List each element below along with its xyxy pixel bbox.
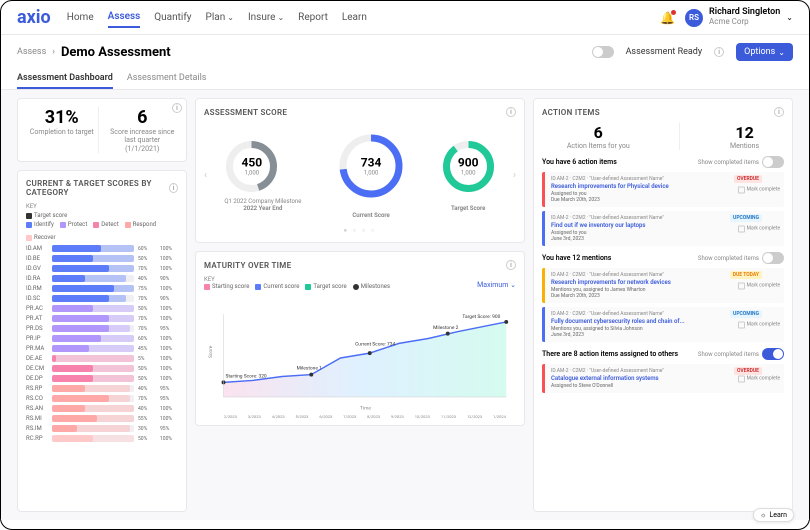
nav-report[interactable]: Report — [298, 7, 328, 28]
bar-row: PR.MA45%100% — [26, 345, 178, 352]
action-item[interactable]: ID.AM-2 · C2M2 · "User-defined Assessmen… — [542, 307, 784, 342]
nav-learn[interactable]: Learn — [342, 7, 367, 28]
ready-toggle[interactable] — [592, 46, 614, 58]
svg-text:Current Score: 734: Current Score: 734 — [355, 341, 395, 347]
card-title: ACTION ITEMS — [542, 108, 600, 117]
user-menu[interactable]: RS Richard Singleton Acme Corp ⌄ — [685, 8, 793, 27]
donut-0: 4501,000 — [224, 139, 279, 194]
maturity-chart: Starting Score: 320 Milestone 1 Current … — [204, 298, 516, 418]
info-icon[interactable]: i — [506, 260, 516, 270]
nav-quantify[interactable]: Quantify — [154, 7, 191, 28]
user-company: Acme Corp — [709, 18, 780, 27]
kpi-completion-value: 31% — [26, 107, 98, 128]
bar-row: PR.IP60%100% — [26, 335, 178, 342]
bar-row: ID.AM60%100% — [26, 245, 178, 252]
info-icon[interactable]: i — [506, 107, 516, 117]
svg-text:Time: Time — [360, 406, 371, 412]
bar-row: ID.BE50%100% — [26, 255, 178, 262]
bar-row: RS.AN40%100% — [26, 405, 178, 412]
page-title: Demo Assessment — [61, 45, 171, 60]
action-items-card: ACTION ITEMS i 6Action Items for you 12M… — [533, 98, 793, 512]
notifications-icon[interactable]: 🔔 — [660, 11, 675, 25]
bar-row: DE.CM50%100% — [26, 365, 178, 372]
maximum-link[interactable]: Maximum ⌄ — [477, 281, 516, 289]
info-icon[interactable]: i — [774, 107, 784, 117]
bar-row: PR.AT70%100% — [26, 315, 178, 322]
bar-row: RS.IM30%95% — [26, 425, 178, 432]
svg-text:Milestone 2: Milestone 2 — [433, 325, 458, 331]
nav-plan[interactable]: Plan⌄ — [206, 7, 234, 28]
bar-row: ID.SC70%90% — [26, 295, 178, 302]
learn-fab[interactable]: ☼ Learn — [753, 508, 794, 522]
action-item[interactable]: ID.AM-2 · C2M2 · "User-defined Assessmen… — [542, 268, 784, 303]
svg-text:Starting Score: 320: Starting Score: 320 — [225, 374, 266, 380]
show-completed-toggle[interactable] — [762, 252, 784, 264]
category-scores-card: CURRENT & TARGET SCORES BY CATEGORY i KE… — [17, 170, 187, 512]
card-title: ASSESSMENT SCORE — [204, 108, 287, 117]
bar-row: RS.CO70%95% — [26, 395, 178, 402]
chevron-down-icon: ⌄ — [786, 13, 793, 22]
mark-complete[interactable]: Mark complete — [738, 282, 780, 289]
bar-row: RC.RP50%100% — [26, 435, 178, 442]
tab-0[interactable]: Assessment Dashboard — [17, 69, 113, 89]
main-nav: Home Assess Quantify Plan⌄ Insure⌄ Report Lear… — [67, 7, 367, 28]
nav-insure[interactable]: Insure⌄ — [248, 7, 284, 28]
mark-complete[interactable]: Mark complete — [738, 225, 780, 232]
bar-row: ID.RM75%100% — [26, 285, 178, 292]
mark-complete[interactable]: Mark complete — [738, 186, 780, 193]
action-item[interactable]: ID.AM-2 · C2M2 · "User-defined Assessmen… — [542, 211, 784, 246]
breadcrumb-parent[interactable]: Assess — [17, 47, 46, 57]
maturity-card: MATURITY OVER TIME i KEY Starting scoreC… — [195, 251, 525, 426]
tab-1[interactable]: Assessment Details — [127, 69, 207, 89]
info-icon[interactable]: i — [172, 103, 182, 113]
topbar: axio Home Assess Quantify Plan⌄ Insure⌄ Repor… — [1, 1, 809, 35]
info-icon[interactable]: i — [714, 47, 724, 57]
svg-text:Target Score: 900: Target Score: 900 — [462, 314, 500, 320]
donut-1: 7341,000 — [336, 131, 406, 201]
bar-row: PR.AC50%100% — [26, 305, 178, 312]
avatar: RS — [685, 9, 703, 27]
show-completed-toggle[interactable] — [762, 156, 784, 168]
breadcrumb-bar: Assess › Demo Assessment Assessment Read… — [1, 35, 809, 69]
next-arrow[interactable]: › — [513, 170, 516, 181]
assessment-score-card: ASSESSMENT SCORE i ‹ 4501,000Q1 2022 Com… — [195, 98, 525, 243]
svg-text:Milestone 1: Milestone 1 — [297, 366, 322, 372]
kpi-increase-label: Score increase since last quarter (1/1/2… — [107, 128, 179, 153]
kpi-completion-label: Completion to target — [26, 128, 98, 136]
donut-2: 9001,000 — [441, 139, 496, 194]
action-item[interactable]: ID.AM-2 · C2M2 · "User-defined Assessmen… — [542, 364, 784, 393]
nav-assess[interactable]: Assess — [108, 7, 141, 28]
mark-complete[interactable]: Mark complete — [738, 375, 780, 382]
bar-row: ID.RA40%90% — [26, 275, 178, 282]
bar-row: RS.MI55%100% — [26, 415, 178, 422]
tabs: Assessment Dashboard Assessment Details — [1, 69, 809, 90]
card-title: MATURITY OVER TIME — [204, 261, 291, 270]
bar-row: ID.GV70%100% — [26, 265, 178, 272]
svg-text:Score: Score — [208, 345, 214, 358]
carousel-dots[interactable]: ● ○ ○ ○ — [204, 227, 516, 234]
kpi-increase-value: 6 — [107, 107, 179, 128]
dashboard-content: 31% Completion to target i 6 Score incre… — [1, 90, 809, 520]
bar-row: DE.AE5%100% — [26, 355, 178, 362]
logo: axio — [17, 7, 51, 28]
action-item[interactable]: ID.AM-2 · C2M2 · "User-defined Assessmen… — [542, 172, 784, 207]
options-button[interactable]: Options⌄ — [736, 43, 793, 61]
bar-row: RS.RP40%95% — [26, 385, 178, 392]
bar-row: DE.DP50%100% — [26, 375, 178, 382]
kpi-card: 31% Completion to target i 6 Score incre… — [17, 98, 187, 162]
nav-home[interactable]: Home — [67, 7, 94, 28]
bar-row: PR.DS70%95% — [26, 325, 178, 332]
card-title: CURRENT & TARGET SCORES BY CATEGORY — [26, 179, 169, 197]
mark-complete[interactable]: Mark complete — [738, 321, 780, 328]
show-completed-toggle[interactable] — [762, 348, 784, 360]
ready-label: Assessment Ready — [626, 47, 703, 57]
info-icon[interactable]: i — [169, 183, 178, 193]
